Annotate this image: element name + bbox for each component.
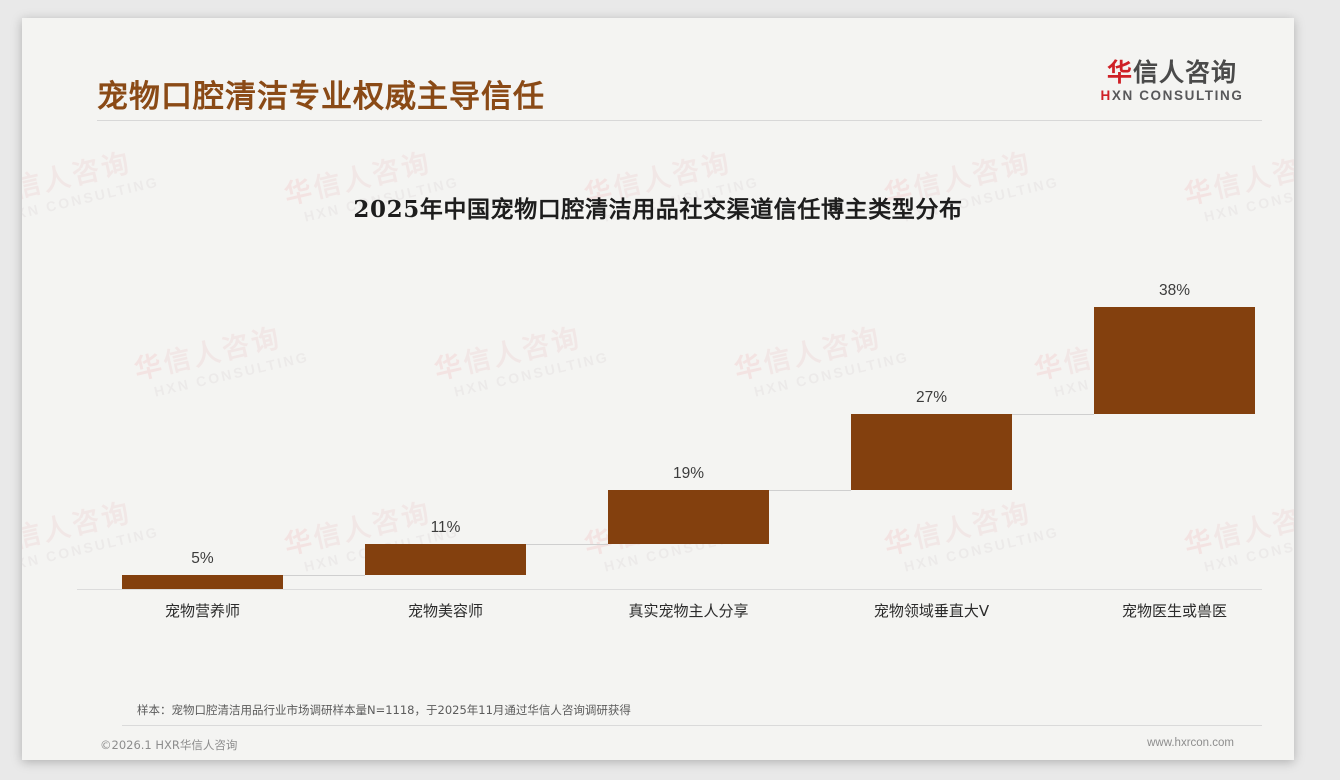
slide-canvas: 宠物口腔清洁专业权威主导信任 华信人咨询 HXN CONSULTING 华信人咨… [22,18,1294,760]
chart-category-label: 宠物美容师 [407,602,483,620]
chart-category-label: 宠物医生或兽医 [1121,602,1227,620]
waterfall-chart: 5% 宠物营养师 11% 宠物美容师 19% 真实宠物主人分享 27% 宠物领域垂直大V 38%… [22,18,1294,760]
logo-chinese-rest: 信人咨询 [1133,58,1238,87]
waterfall-connector [769,490,851,492]
waterfall-connector [1012,414,1094,416]
footer-divider [122,725,1262,726]
chart-bar[interactable] [851,414,1012,491]
chart-bar[interactable] [608,490,769,544]
bar-value-label: 38% [1158,282,1191,299]
bar-value-label: 19% [672,465,705,483]
company-logo: 华信人咨询 HXN CONSULTING [1082,58,1262,103]
sample-note: 样本：宠物口腔清洁用品行业市场调研样本量N=1118，于2025年11月通过华信… [137,703,631,717]
bar-value-label: 27% [915,389,948,407]
chart-category-label: 宠物领域垂直大V [873,602,990,620]
bar-value-label: 11% [430,518,461,536]
waterfall-connector [283,574,365,576]
chart-bar[interactable] [365,543,526,575]
page-title: 宠物口腔清洁专业权威主导信任 [97,79,545,115]
waterfall-connector [526,543,608,545]
chart-category-label: 宠物营养师 [164,602,240,620]
chart-title: 2025年中国宠物口腔清洁用品社交渠道信任博主类型分布 [353,196,963,223]
copyright-text: ©2026.1 HXR华信人咨询 [100,738,238,752]
logo-english-name: HXN CONSULTING [1082,88,1262,103]
chart-bar[interactable] [122,574,283,589]
chart-bar[interactable] [1094,307,1255,415]
slide-header: 宠物口腔清洁专业权威主导信任 华信人咨询 HXN CONSULTING [22,18,1294,121]
logo-chinese-name: 华信人咨询 [1082,58,1262,87]
website-url[interactable]: www.hxrcon.com [1147,737,1234,749]
logo-en-rest: XN CONSULTING [1111,88,1244,104]
logo-accent-char: 华 [1106,58,1133,87]
logo-en-accent-char: H [1100,88,1112,104]
chart-baseline-axis [77,589,1262,590]
bar-value-label: 5% [191,549,214,567]
header-divider [97,120,1262,121]
chart-category-label: 真实宠物主人分享 [628,602,749,620]
